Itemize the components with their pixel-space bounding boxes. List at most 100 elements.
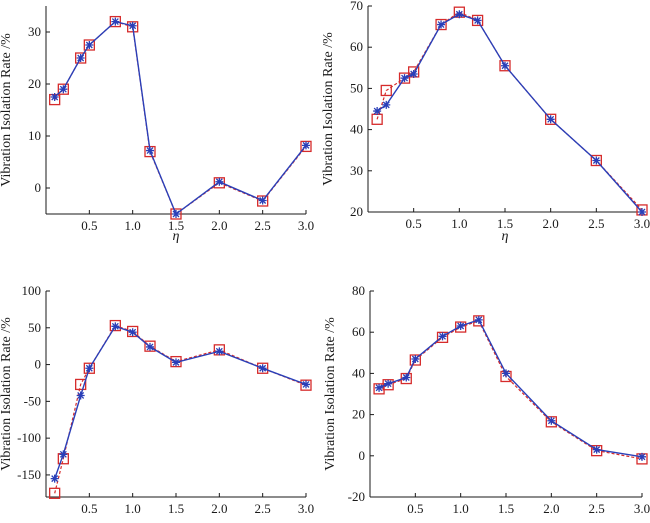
series-line-star xyxy=(376,13,643,213)
star-marker xyxy=(302,141,310,150)
x-axis-label: η xyxy=(502,229,509,244)
star-marker xyxy=(638,208,646,216)
x-tick-label: 2.0 xyxy=(543,216,559,231)
y-tick-label: 30 xyxy=(28,24,41,39)
star-marker xyxy=(382,100,391,109)
square-marker xyxy=(257,195,269,207)
chart-panel-3: -150 -100 -50 0 50 100 0.5 1.0 1.5 2.0 2.5 3.0 Vibra… xyxy=(0,283,314,516)
square-marker xyxy=(57,83,69,95)
star-marker xyxy=(438,332,447,341)
star-marker xyxy=(85,364,94,373)
x-tick-label: 1.5 xyxy=(498,501,514,516)
square-marker xyxy=(398,72,411,84)
star-marker xyxy=(111,322,120,331)
y-axis-label: Vibration Isolation Rate /% xyxy=(0,33,14,187)
star-marker xyxy=(302,380,310,389)
square-marker xyxy=(75,378,87,391)
star-marker xyxy=(375,383,384,392)
star-marker xyxy=(76,54,85,62)
x-tick-label: 2.5 xyxy=(255,501,271,516)
y-tick-label: 60 xyxy=(352,324,365,339)
y-tick-label: 0 xyxy=(35,357,42,372)
star-marker xyxy=(59,450,68,459)
y-tick-label: -50 xyxy=(24,393,41,408)
star-marker xyxy=(50,93,59,101)
y-tick-label: 10 xyxy=(28,128,41,143)
x-tick-label: 1.5 xyxy=(168,501,184,516)
star-marker xyxy=(474,315,483,324)
star-marker xyxy=(172,358,180,367)
square-marker xyxy=(590,154,602,167)
star-marker xyxy=(384,379,393,388)
chart-panel-1: 0 10 20 30 0.5 1.0 1.5 2.0 2.5 3.0 Vibration Isola… xyxy=(0,6,314,244)
x-tick-label: 3.0 xyxy=(298,501,314,516)
chart-panel-4: -20 0 20 40 60 80 0.5 1.0 1.5 2.0 2.5 3.0 Vibration … xyxy=(323,283,650,516)
star-marker xyxy=(258,364,267,373)
y-axis-label: Vibration Isolation Rate /% xyxy=(323,317,338,471)
star-marker xyxy=(409,69,418,78)
y-tick-label: 60 xyxy=(350,39,363,54)
x-tick-label: 0.5 xyxy=(81,501,97,516)
square-marker xyxy=(435,18,447,31)
y-tick-label: -100 xyxy=(17,430,41,445)
x-tick-label: 3.0 xyxy=(634,501,650,516)
x-tick-label: 2.5 xyxy=(589,501,605,516)
x-tick-label: 0.5 xyxy=(81,218,97,233)
x-tick-label: 2.0 xyxy=(543,501,559,516)
star-marker xyxy=(373,107,382,116)
star-marker xyxy=(638,452,646,461)
star-marker xyxy=(215,177,224,186)
y-tick-label: 0 xyxy=(359,448,366,463)
square-marker xyxy=(75,52,87,64)
square-marker xyxy=(83,39,95,51)
y-tick-label: 40 xyxy=(352,365,365,380)
star-marker xyxy=(111,17,120,26)
square-marker xyxy=(49,487,61,499)
square-marker xyxy=(257,362,269,374)
star-marker xyxy=(501,61,509,70)
star-marker xyxy=(546,115,555,124)
y-tick-label: 50 xyxy=(350,80,363,95)
x-tick-label: 0.5 xyxy=(407,501,423,516)
x-axis-label: η xyxy=(173,229,180,244)
star-marker xyxy=(592,445,601,454)
star-marker xyxy=(146,146,154,155)
star-marker xyxy=(76,391,85,400)
chart-panel-2: 20 30 40 50 60 70 0.5 1.0 1.5 2.0 2.5 3.0 Vibration … xyxy=(321,0,650,244)
series-line-star xyxy=(54,325,307,479)
y-tick-label: 20 xyxy=(350,204,363,219)
star-marker xyxy=(172,210,180,218)
x-tick-label: 2.0 xyxy=(211,501,227,516)
x-tick-label: 1.0 xyxy=(451,216,467,231)
x-tick-label: 2.0 xyxy=(211,218,227,233)
y-tick-label: -150 xyxy=(17,467,41,482)
y-tick-label: 20 xyxy=(28,76,41,91)
star-marker xyxy=(50,474,59,483)
x-tick-label: 1.0 xyxy=(125,501,141,516)
star-marker xyxy=(547,416,556,425)
y-tick-label: 20 xyxy=(352,407,365,422)
y-tick-label: 40 xyxy=(350,122,363,137)
x-tick-label: 3.0 xyxy=(298,218,314,233)
star-marker xyxy=(215,347,224,356)
star-marker xyxy=(437,20,446,29)
x-tick-label: 2.5 xyxy=(588,216,604,231)
star-marker xyxy=(59,85,68,94)
series-line-square xyxy=(54,324,307,494)
y-axis-label: Vibration Isolation Rate /% xyxy=(0,317,14,471)
star-marker xyxy=(456,322,465,331)
y-tick-label: 70 xyxy=(350,0,363,13)
star-marker xyxy=(592,156,601,165)
x-tick-label: 1.0 xyxy=(125,218,141,233)
square-marker xyxy=(83,362,95,374)
x-tick-label: 1.0 xyxy=(453,501,469,516)
star-marker xyxy=(128,328,137,337)
square-marker xyxy=(144,340,156,352)
x-tick-label: 3.0 xyxy=(634,216,650,231)
y-tick-label: 100 xyxy=(22,283,42,298)
y-tick-label: -20 xyxy=(348,489,365,504)
star-marker xyxy=(258,196,267,205)
x-tick-label: 1.5 xyxy=(168,218,184,233)
